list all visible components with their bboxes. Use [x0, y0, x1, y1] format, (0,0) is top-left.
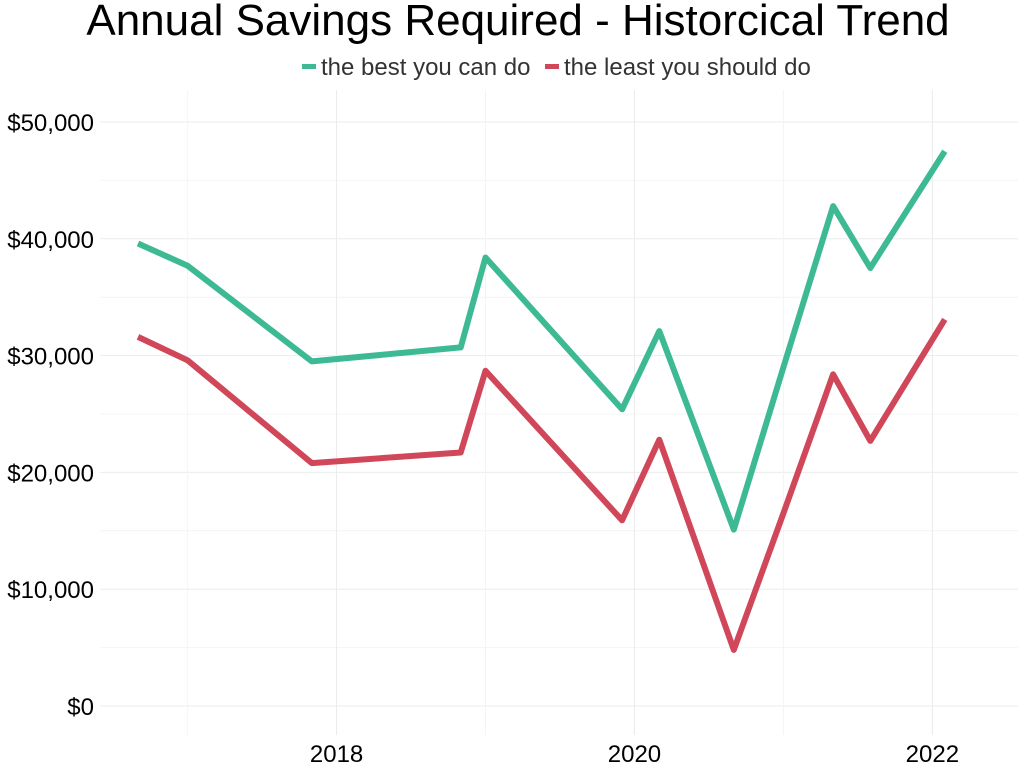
y-tick-label: $30,000	[7, 344, 94, 371]
legend-swatch-least	[545, 64, 559, 69]
grid	[100, 90, 1018, 735]
x-tick-label: 2018	[310, 741, 363, 768]
legend-swatch-best	[302, 64, 316, 69]
series-line-best	[136, 149, 948, 533]
legend-label-best: the best you can do	[321, 54, 530, 81]
series-line-least	[136, 317, 948, 653]
y-tick-label: $20,000	[7, 460, 94, 487]
legend: the best you can do the least you should…	[302, 54, 811, 81]
y-tick-label: $10,000	[7, 577, 94, 604]
y-tick-label: $0	[67, 694, 94, 721]
x-tick-label: 2020	[608, 741, 661, 768]
x-tick-label: 2022	[906, 741, 959, 768]
y-tick-label: $40,000	[7, 227, 94, 254]
y-tick-label: $50,000	[7, 110, 94, 137]
legend-label-least: the least you should do	[564, 54, 811, 81]
x-axis: 2018 2020 2022	[310, 741, 959, 768]
y-axis: $0 $10,000 $20,000 $30,000 $40,000 $50,000	[7, 110, 94, 721]
series-layer	[136, 149, 948, 653]
chart-title: Annual Savings Required - Historcical Tr…	[86, 0, 949, 45]
